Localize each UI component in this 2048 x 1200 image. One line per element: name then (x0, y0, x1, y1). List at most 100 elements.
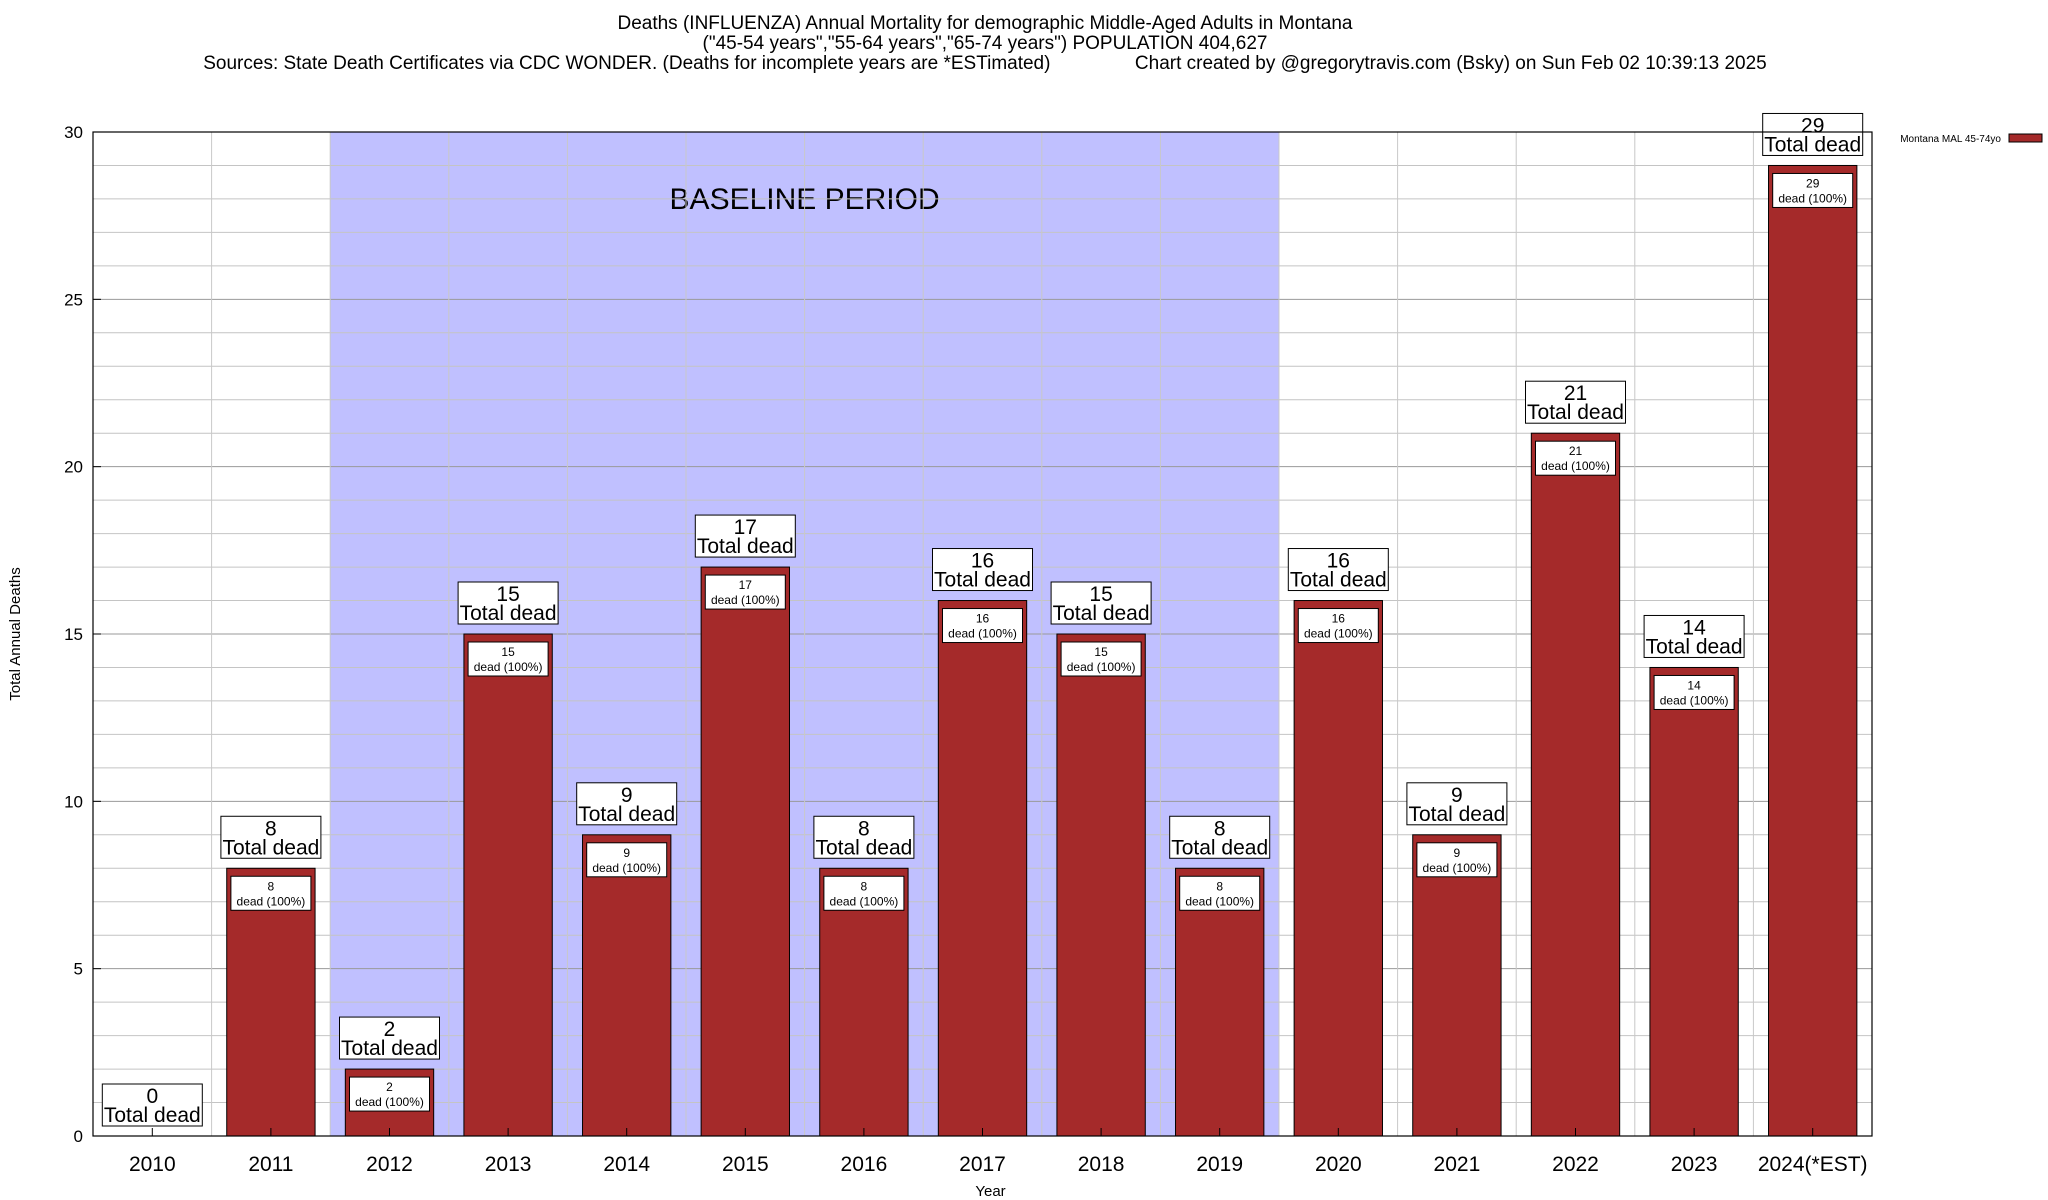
total-label-box (694, 514, 796, 558)
bar (463, 633, 553, 1137)
total-dead-label: Total dead (341, 1037, 438, 1060)
bar-value-label-box (1060, 641, 1142, 677)
y-tick-label: 5 (74, 960, 83, 979)
total-value-label: 2 (384, 1018, 396, 1041)
bar-value-label: 15 (501, 645, 515, 659)
y-axis-label: Total Annual Deaths (7, 567, 24, 700)
bar-value-percent-label: dead (100%) (1541, 459, 1610, 473)
x-tick-label: 2023 (1671, 1153, 1718, 1176)
legend-swatch (2008, 133, 2043, 143)
bar-value-label-box (1772, 172, 1854, 208)
total-value-label: 8 (265, 817, 277, 840)
total-dead-label: Total dead (104, 1104, 201, 1127)
bar (937, 600, 1028, 1137)
bar-value-label-box (823, 875, 905, 911)
chart-subtitle: ("45-54 years","55-64 years","65-74 year… (702, 33, 1268, 54)
plot-frame (92, 131, 1873, 1137)
x-tick-label: 2011 (248, 1153, 293, 1176)
bar-value-percent-label: dead (100%) (592, 861, 661, 875)
total-value-label: 9 (621, 784, 633, 807)
y-tick-label: 30 (64, 123, 83, 142)
total-label-box (1406, 782, 1508, 826)
x-tick-label: 2014 (603, 1153, 650, 1176)
bar-value-percent-label: dead (100%) (1778, 191, 1847, 205)
x-tick-label: 2024(*EST) (1758, 1153, 1868, 1176)
bar-value-label: 16 (976, 612, 990, 626)
bar-value-percent-label: dead (100%) (830, 894, 899, 908)
bar-value-percent-label: dead (100%) (1185, 894, 1254, 908)
total-dead-label: Total dead (697, 535, 794, 558)
y-tick-label: 0 (74, 1127, 83, 1146)
bar-value-label-box (1297, 608, 1379, 644)
total-dead-label: Total dead (1171, 836, 1268, 859)
bar-value-percent-label: dead (100%) (1304, 627, 1373, 641)
chart-source-note: Sources: State Death Certificates via CD… (203, 53, 1767, 74)
bar-value-label: 17 (739, 578, 753, 592)
x-tick-label: 2018 (1078, 1153, 1125, 1176)
bar (1293, 600, 1383, 1137)
bar-value-label: 14 (1687, 678, 1701, 692)
bar (1175, 867, 1265, 1137)
bar-value-label: 8 (268, 879, 275, 893)
bar-value-label-box (467, 641, 549, 677)
total-dead-label: Total dead (1646, 635, 1743, 658)
bar (226, 867, 316, 1137)
bar-value-label-box (1653, 674, 1735, 710)
x-tick-label: 2019 (1196, 1153, 1243, 1176)
total-label-box (339, 1016, 440, 1060)
bar-value-label-box (586, 842, 668, 878)
bar-value-percent-label: dead (100%) (1660, 693, 1729, 707)
total-dead-label: Total dead (1527, 401, 1624, 424)
bar-value-percent-label: dead (100%) (948, 627, 1017, 641)
total-value-label: 17 (734, 516, 757, 539)
x-axis-label: Year (975, 1183, 1005, 1200)
total-value-label: 9 (1451, 784, 1463, 807)
x-tick-label: 2012 (366, 1153, 413, 1176)
bar (1056, 633, 1146, 1137)
x-tick-label: 2015 (722, 1153, 769, 1176)
y-tick-label: 20 (64, 458, 83, 477)
total-label-box (1287, 548, 1389, 592)
total-value-label: 15 (496, 583, 519, 606)
bar (1530, 432, 1621, 1137)
bar-value-label-box (230, 875, 312, 911)
bar (1768, 164, 1858, 1137)
total-dead-label: Total dead (1290, 569, 1387, 592)
total-value-label: 8 (1214, 817, 1226, 840)
total-label-box (1525, 380, 1626, 424)
total-dead-label: Total dead (815, 836, 912, 859)
bar-value-percent-label: dead (100%) (1067, 660, 1136, 674)
y-tick-label: 15 (64, 625, 83, 644)
chart-title: Deaths (INFLUENZA) Annual Mortality for … (617, 13, 1353, 34)
total-dead-label: Total dead (1053, 602, 1150, 625)
bar-value-label-box (1416, 842, 1498, 878)
total-label-box (457, 581, 559, 625)
x-tick-label: 2020 (1315, 1153, 1362, 1176)
x-tick-label: 2022 (1552, 1153, 1599, 1176)
bar-value-label-box (704, 574, 786, 610)
total-label-box (101, 1083, 203, 1127)
bar-value-percent-label: dead (100%) (711, 593, 780, 607)
bar-value-percent-label: dead (100%) (355, 1095, 424, 1109)
y-tick-label: 25 (64, 290, 83, 309)
bar-value-label-box (349, 1076, 430, 1112)
bar (1649, 666, 1739, 1137)
total-dead-label: Total dead (934, 569, 1031, 592)
total-label-box (1050, 581, 1152, 625)
bar-value-label: 15 (1094, 645, 1108, 659)
bar-value-label: 8 (1216, 879, 1223, 893)
total-value-label: 15 (1089, 583, 1112, 606)
x-tick-label: 2010 (129, 1153, 176, 1176)
bar-value-label: 2 (386, 1080, 393, 1094)
total-dead-label: Total dead (1764, 133, 1861, 156)
y-tick-label: 10 (64, 792, 83, 811)
x-tick-label: 2013 (485, 1153, 532, 1176)
total-label-box (1169, 815, 1271, 859)
bar-value-label: 16 (1332, 612, 1346, 626)
bar-value-percent-label: dead (100%) (237, 894, 306, 908)
total-label-box (576, 782, 678, 826)
total-value-label: 16 (1327, 550, 1350, 573)
x-tick-label: 2021 (1434, 1153, 1481, 1176)
bar-value-label-box (1535, 440, 1616, 476)
